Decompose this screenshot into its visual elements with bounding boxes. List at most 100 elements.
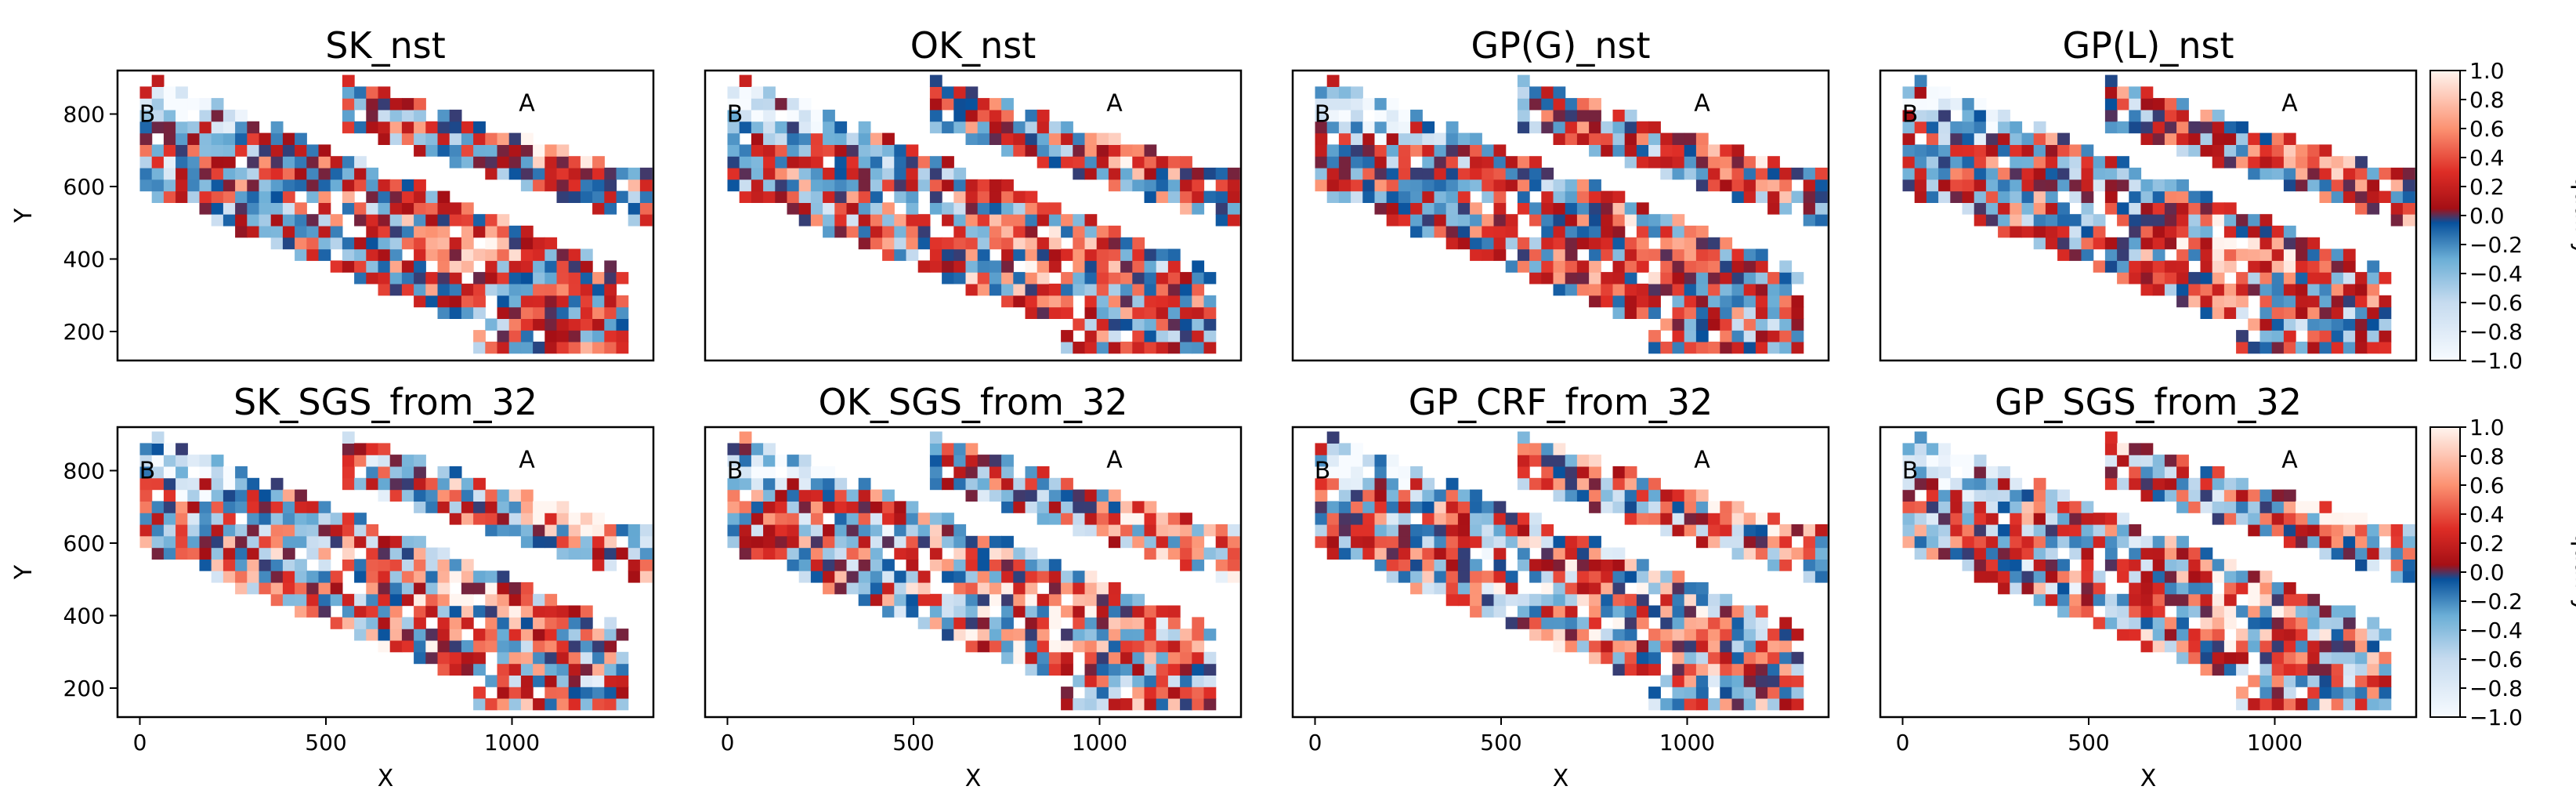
heat-cell xyxy=(437,559,450,571)
heat-cell xyxy=(763,466,776,479)
heat-cell xyxy=(2236,651,2249,665)
heat-cell xyxy=(2307,640,2321,653)
heat-cell xyxy=(306,571,320,583)
heat-cell xyxy=(163,443,176,455)
heat-cell xyxy=(2104,167,2118,180)
heat-cell xyxy=(1493,190,1507,203)
heat-cell xyxy=(1695,132,1709,145)
heat-cell xyxy=(366,237,379,250)
heat-cell xyxy=(2236,513,2249,525)
heat-cell xyxy=(354,605,367,618)
heat-cell xyxy=(1025,237,1038,250)
heat-cell xyxy=(1493,559,1507,571)
heat-cell xyxy=(1493,144,1507,157)
heat-cell xyxy=(2223,582,2237,595)
heat-cell xyxy=(580,283,593,296)
heat-cell xyxy=(414,582,426,595)
heat-cell xyxy=(965,190,979,203)
heat-cell xyxy=(1084,306,1098,319)
heat-cell xyxy=(1192,675,1205,687)
heat-cell xyxy=(485,237,498,250)
heat-cell xyxy=(1636,156,1649,168)
heat-cell xyxy=(942,202,954,215)
heat-cell xyxy=(1167,341,1181,354)
heat-cell xyxy=(604,617,617,629)
heat-cell xyxy=(1096,697,1109,711)
heat-cell xyxy=(2307,513,2321,525)
heat-cell xyxy=(2093,167,2106,180)
heat-cell xyxy=(2033,144,2046,157)
heat-cell xyxy=(2223,559,2237,571)
heat-cell xyxy=(592,524,605,537)
heat-cell xyxy=(965,455,979,467)
heat-cell xyxy=(2212,260,2225,273)
heat-cell xyxy=(942,617,954,629)
heat-cell xyxy=(342,109,355,122)
heat-cell xyxy=(1505,617,1518,629)
heat-cell xyxy=(342,466,355,479)
heat-cell xyxy=(378,455,391,467)
heat-cell xyxy=(580,295,593,308)
heat-cell xyxy=(1470,605,1482,618)
heat-cell xyxy=(1779,330,1793,342)
heat-cell xyxy=(798,559,812,571)
heat-cell xyxy=(1648,306,1661,319)
heat-cell xyxy=(1767,306,1780,319)
heat-cell xyxy=(1037,489,1050,502)
x-axis-label: X xyxy=(2140,765,2157,792)
heat-cell xyxy=(1517,98,1530,111)
heat-cell xyxy=(1779,535,1793,549)
heat-cell xyxy=(508,640,522,653)
heat-cell xyxy=(953,477,967,491)
heat-cell xyxy=(2093,524,2106,537)
heat-cell xyxy=(1695,248,1709,261)
heat-cell xyxy=(1708,535,1720,549)
heat-cell xyxy=(1695,651,1709,665)
heat-cell xyxy=(1517,431,1530,444)
heat-cell xyxy=(942,179,954,192)
heat-cell xyxy=(810,571,823,583)
heat-cell xyxy=(775,121,788,134)
heat-cell xyxy=(942,593,954,607)
heat-cell xyxy=(1517,260,1530,273)
heat-cell xyxy=(211,214,224,226)
heat-cell xyxy=(485,144,498,157)
heat-cell xyxy=(473,605,486,618)
heat-cell xyxy=(592,697,605,711)
heat-cell xyxy=(414,617,426,629)
heat-cell xyxy=(437,593,450,607)
heat-cell xyxy=(1576,629,1590,641)
heat-cell xyxy=(929,443,942,455)
heat-cell xyxy=(366,260,379,273)
heat-cell xyxy=(1132,501,1145,513)
heat-cell xyxy=(211,466,224,479)
heat-cell xyxy=(497,697,510,711)
heat-cell xyxy=(1108,513,1121,525)
heat-cell xyxy=(2296,318,2308,331)
heat-cell xyxy=(497,283,510,296)
heat-cell xyxy=(473,629,486,641)
heat-cell xyxy=(1351,190,1363,203)
heat-cell xyxy=(917,214,931,226)
heat-cell xyxy=(461,283,474,296)
heat-cell xyxy=(342,237,355,250)
colorbar-label: quality xyxy=(2570,176,2576,256)
heat-cell xyxy=(2057,605,2070,618)
heat-cell xyxy=(2176,617,2189,629)
heat-cell xyxy=(639,202,653,215)
heat-cell xyxy=(1120,237,1133,250)
heat-cell xyxy=(2271,489,2285,502)
heat-cell xyxy=(461,605,474,618)
heat-cell xyxy=(1962,98,1975,111)
heat-cell xyxy=(1048,571,1062,583)
panel-title: GP(G)_nst xyxy=(1471,24,1650,67)
heat-cell xyxy=(366,109,379,122)
heat-cell xyxy=(977,109,990,122)
colorbar: 1.00.80.60.40.20.0−0.2−0.4−0.6−0.8−1.0qu… xyxy=(2429,58,2576,374)
heat-cell xyxy=(1338,489,1351,502)
heat-cell xyxy=(1660,132,1673,145)
heat-cell xyxy=(175,86,188,99)
heat-cell xyxy=(461,489,474,502)
heat-cell xyxy=(1180,318,1192,331)
heat-cell xyxy=(2129,190,2142,203)
